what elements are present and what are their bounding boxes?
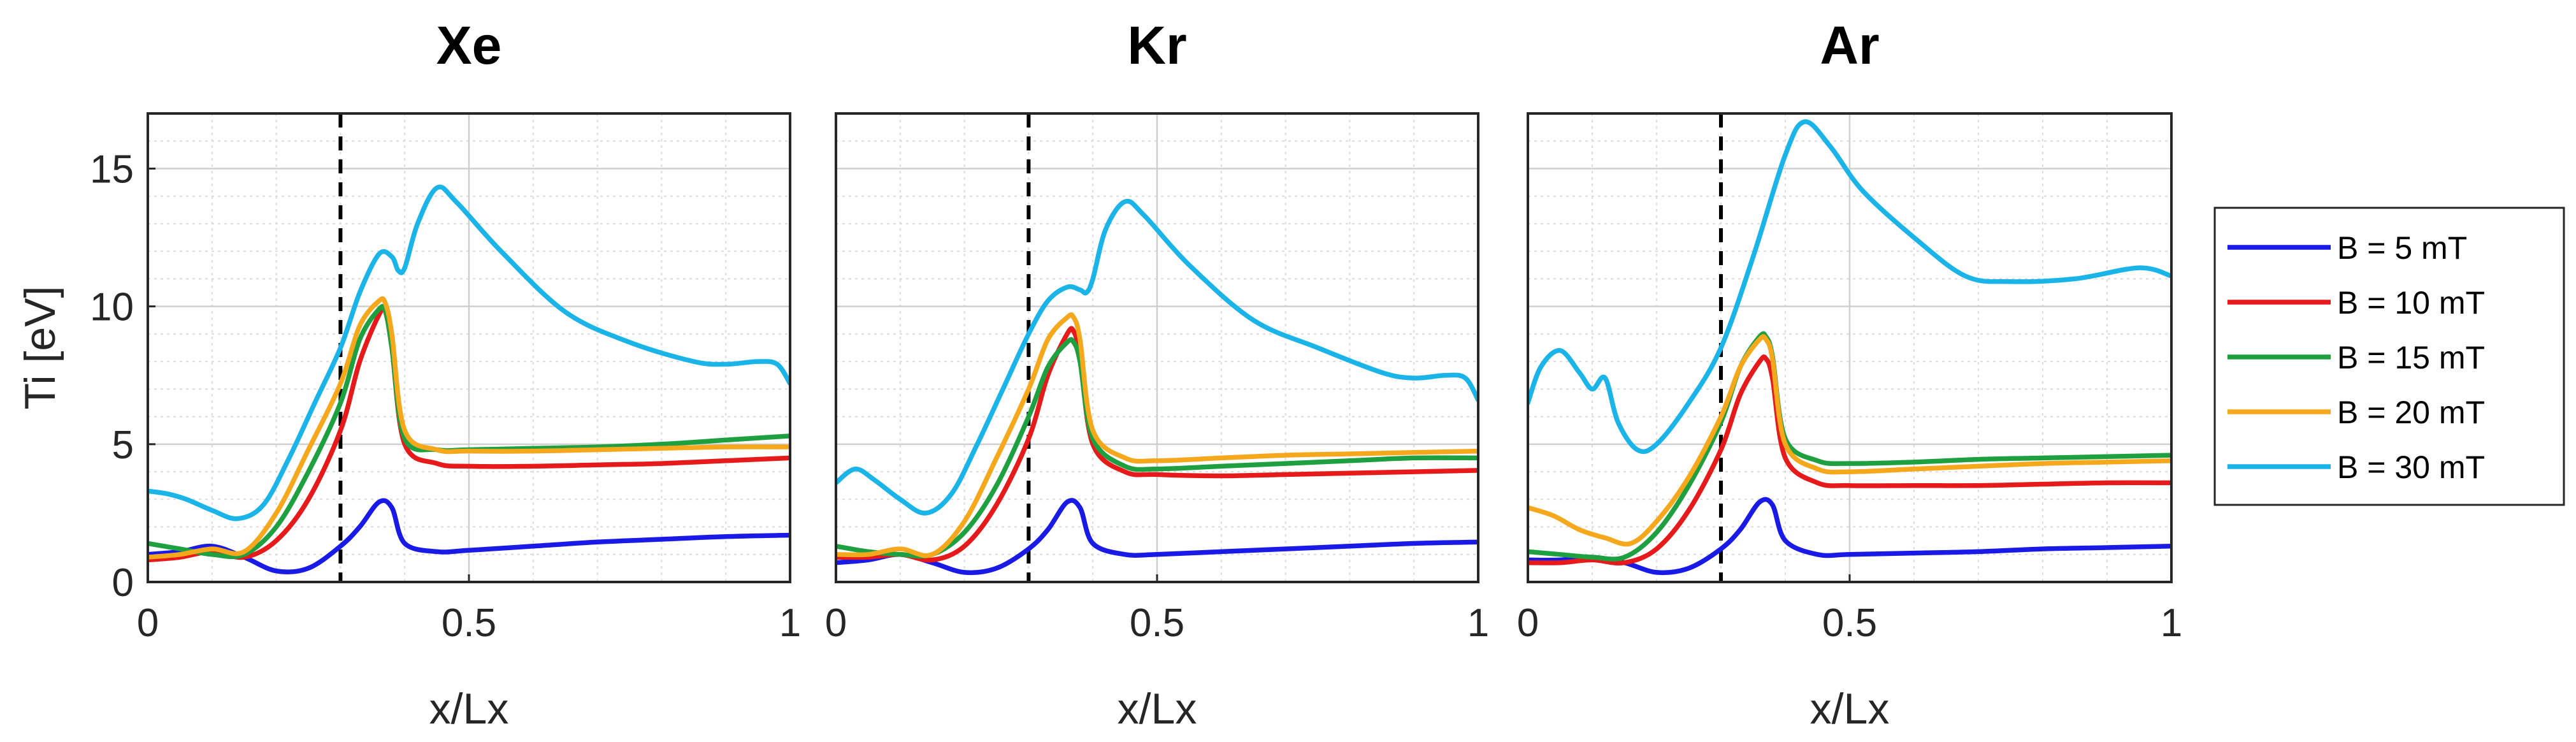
series-group-kr [836, 198, 1478, 576]
legend-label: B = 15 mT [2337, 340, 2485, 375]
y-tick-label: 0 [112, 561, 134, 605]
panel-kr: 0 0.5 1 Kr x/Lx [825, 15, 1489, 733]
series-line-ar-b-10-mt [1528, 354, 2171, 566]
x-axis-label-xe: x/Lx [429, 685, 509, 733]
legend-entry-b-5-mt: B = 5 mT [2227, 230, 2467, 266]
series-group-ar [1528, 119, 2171, 576]
legend-label: B = 20 mT [2337, 395, 2485, 430]
x-tick-label: 0.5 [442, 601, 496, 645]
series-group-xe [148, 184, 790, 575]
series-line-kr-b-30-mt [836, 198, 1478, 516]
x-axis-label-ar: x/Lx [1810, 685, 1890, 733]
x-tick-label: 1 [2161, 601, 2182, 645]
panel-title-ar: Ar [1820, 15, 1879, 75]
series-line-kr-b-15-mt [836, 337, 1478, 559]
legend: B = 5 mT B = 10 mT B = 15 mT B = 20 mT B = 3… [2213, 207, 2565, 506]
legend-entry-b-10-mt: B = 10 mT [2227, 285, 2485, 321]
x-tick-label: 0 [137, 601, 159, 645]
legend-label: B = 10 mT [2337, 285, 2485, 321]
y-tick-label: 15 [90, 147, 134, 191]
series-line-xe-b-20-mt [148, 296, 790, 560]
y-axis-label: Ti [eV] [16, 286, 64, 410]
series-line-ar-b-30-mt [1528, 119, 2171, 455]
panel-title-kr: Kr [1127, 15, 1186, 75]
x-tick-label: 0.5 [1130, 601, 1184, 645]
x-tick-label: 0.5 [1822, 601, 1877, 645]
y-tick-label: 10 [90, 286, 134, 330]
series-line-kr-b-10-mt [836, 326, 1478, 563]
series-line-kr-b-20-mt [836, 312, 1478, 558]
x-tick-label: 1 [779, 601, 801, 645]
series-line-kr-b-5-mt [836, 498, 1478, 576]
panel-ar: 0 0.5 1 Ar x/Lx [1517, 15, 2182, 733]
series-line-ar-b-20-mt [1528, 334, 2171, 547]
x-axis-label-kr: x/Lx [1118, 685, 1197, 733]
legend-entry-b-30-mt: B = 30 mT [2227, 449, 2485, 485]
legend-label: B = 5 mT [2337, 230, 2467, 266]
x-tick-label: 1 [1467, 601, 1489, 645]
x-tick-label: 0 [1517, 601, 1539, 645]
legend-entry-b-15-mt: B = 15 mT [2227, 340, 2485, 375]
y-tick-label: 5 [112, 423, 134, 467]
series-line-xe-b-30-mt [148, 184, 790, 521]
x-tick-label: 0 [825, 601, 847, 645]
legend-label: B = 30 mT [2337, 449, 2485, 485]
panel-title-xe: Xe [436, 15, 502, 75]
legend-entry-b-20-mt: B = 20 mT [2227, 395, 2485, 430]
